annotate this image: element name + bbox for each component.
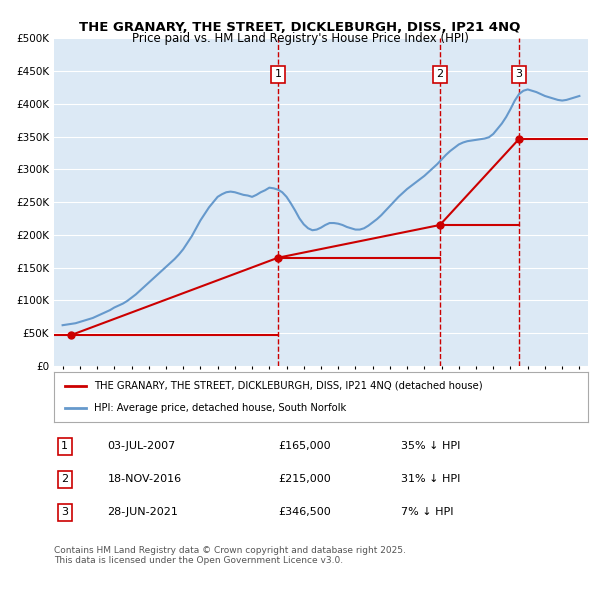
Text: THE GRANARY, THE STREET, DICKLEBURGH, DISS, IP21 4NQ (detached house): THE GRANARY, THE STREET, DICKLEBURGH, DI… <box>94 381 482 391</box>
Text: 3: 3 <box>61 507 68 517</box>
Text: THE GRANARY, THE STREET, DICKLEBURGH, DISS, IP21 4NQ: THE GRANARY, THE STREET, DICKLEBURGH, DI… <box>79 21 521 34</box>
Text: 3: 3 <box>515 70 523 80</box>
Text: HPI: Average price, detached house, South Norfolk: HPI: Average price, detached house, Sout… <box>94 403 346 413</box>
Text: Contains HM Land Registry data © Crown copyright and database right 2025.
This d: Contains HM Land Registry data © Crown c… <box>54 546 406 565</box>
Text: 7% ↓ HPI: 7% ↓ HPI <box>401 507 454 517</box>
Text: 2: 2 <box>436 70 443 80</box>
Text: 03-JUL-2007: 03-JUL-2007 <box>107 441 176 451</box>
Text: Price paid vs. HM Land Registry's House Price Index (HPI): Price paid vs. HM Land Registry's House … <box>131 32 469 45</box>
Text: £346,500: £346,500 <box>278 507 331 517</box>
Text: 31% ↓ HPI: 31% ↓ HPI <box>401 474 460 484</box>
Text: 28-JUN-2021: 28-JUN-2021 <box>107 507 178 517</box>
Text: 2: 2 <box>61 474 68 484</box>
Text: 1: 1 <box>61 441 68 451</box>
Text: 35% ↓ HPI: 35% ↓ HPI <box>401 441 460 451</box>
Text: 1: 1 <box>274 70 281 80</box>
Text: 18-NOV-2016: 18-NOV-2016 <box>107 474 182 484</box>
Text: £165,000: £165,000 <box>278 441 331 451</box>
Text: £215,000: £215,000 <box>278 474 331 484</box>
